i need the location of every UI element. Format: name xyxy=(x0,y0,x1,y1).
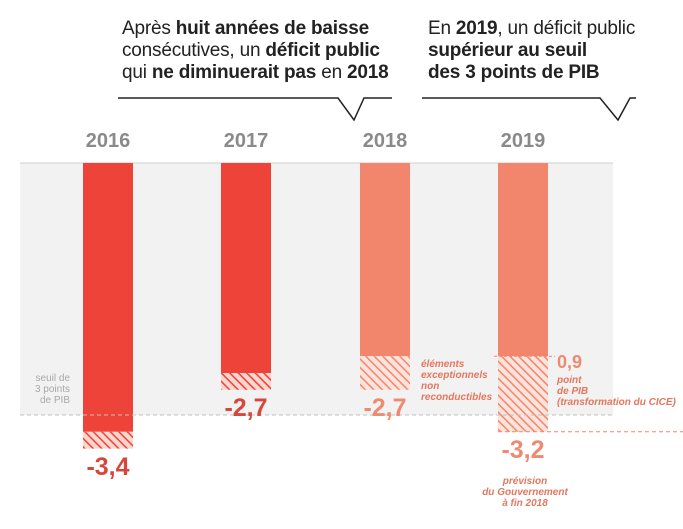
callout-left-l2-b: déficit public xyxy=(265,40,380,61)
note-cice-l1: point xyxy=(557,375,582,386)
bar-hatch-2016 xyxy=(83,431,133,449)
note-cice-l3: (transformation du CICE) xyxy=(557,397,676,408)
callout-right-l1-a: En xyxy=(428,18,456,39)
note-exceptional-l4: reconductibles xyxy=(421,392,493,403)
callout-right-l1-b: 2019 xyxy=(455,18,498,39)
callout-right-l1-c: , un déficit public xyxy=(497,18,636,39)
bar-2019 xyxy=(498,163,548,357)
callout-right-l3: des 3 points de PIB xyxy=(428,62,600,83)
callout-right-bubble xyxy=(422,97,636,122)
data-label-2016: -3,4 xyxy=(86,452,130,481)
bar-2016 xyxy=(83,163,133,432)
callout-right-l2: supérieur au seuil xyxy=(428,40,588,61)
callout-left-l1-b: huit années de baisse xyxy=(175,18,369,39)
threshold-label: seuil de 3 points de PIB xyxy=(20,373,70,406)
callout-left-l3-a: qui xyxy=(122,62,152,83)
bar-hatch-2017 xyxy=(221,373,271,390)
x-tick-label-2017: 2017 xyxy=(223,130,269,152)
cice-value: 0,9 xyxy=(557,352,583,372)
note-forecast-l2: du Gouvernement xyxy=(482,487,568,498)
callout-left-l3-b: ne diminuerait pas xyxy=(151,62,317,83)
callout-left-l3-c: en xyxy=(316,62,348,83)
note-forecast-l1: prévision xyxy=(502,476,548,487)
threshold-label-l1: seuil de xyxy=(35,373,70,384)
callout-left: Après huit années de baisse consécutives… xyxy=(122,18,389,84)
note-cice: point de PIB (transformation du CICE) xyxy=(557,375,676,408)
callout-left-bubble xyxy=(118,97,392,122)
callout-left-l2-a: consécutives, un xyxy=(122,40,266,61)
note-exceptional: éléments exceptionnels non reconductible… xyxy=(421,359,492,403)
data-label-2019: -3,2 xyxy=(501,435,545,464)
data-label-2018: -2,7 xyxy=(363,393,407,422)
note-forecast-l3: à fin 2018 xyxy=(502,498,548,509)
x-tick-label-2019: 2019 xyxy=(500,130,546,152)
x-tick-label-2016: 2016 xyxy=(85,130,131,152)
note-exceptional-l1: éléments xyxy=(421,359,465,370)
callout-left-l1-a: Après xyxy=(122,18,176,39)
note-exceptional-l3: non xyxy=(421,381,440,392)
note-exceptional-l2: exceptionnels xyxy=(421,370,488,381)
note-cice-l2: de PIB xyxy=(557,386,589,397)
note-forecast: prévision du Gouvernement à fin 2018 xyxy=(460,476,590,509)
bar-2017 xyxy=(221,163,271,373)
data-label-2017: -2,7 xyxy=(224,393,268,422)
bar-2018 xyxy=(360,163,410,357)
threshold-label-l2: 3 points xyxy=(34,384,70,395)
callout-left-l3-d: 2018 xyxy=(347,62,389,83)
callout-right: En 2019, un déficit public supérieur au … xyxy=(428,18,635,84)
threshold-label-l3: de PIB xyxy=(39,395,70,406)
bar-hatch-2018 xyxy=(360,356,410,390)
x-tick-label-2018: 2018 xyxy=(362,130,408,152)
bar-hatch-2019 xyxy=(498,356,548,432)
